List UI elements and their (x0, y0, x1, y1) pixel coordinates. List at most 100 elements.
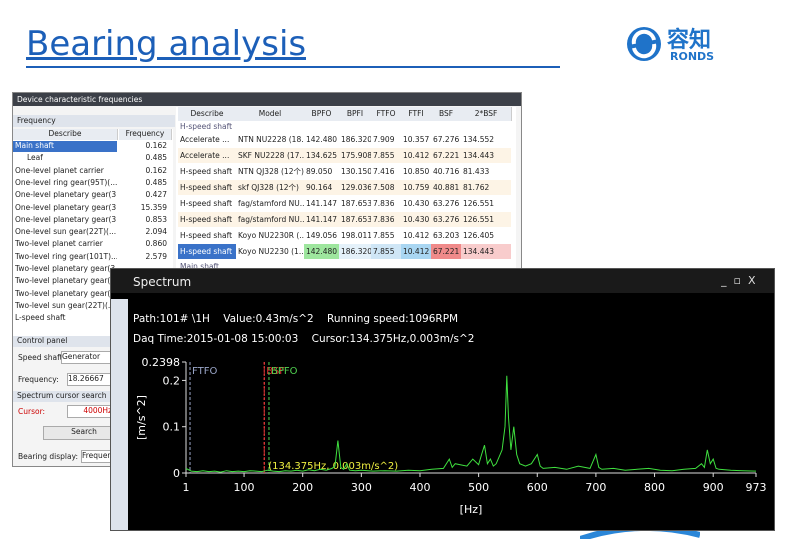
label: Cursor: (18, 407, 46, 416)
info-line: Path:101# \1H Value:0.43m/s^2 Running sp… (133, 313, 459, 325)
row-frequency: 15.359 (140, 202, 167, 212)
table-cell: H-speed shaft (178, 228, 236, 243)
table-cell: 40.716 (431, 164, 461, 179)
x-axis-label: [Hz] (460, 503, 483, 516)
slide-title: Bearing analysis (26, 24, 307, 64)
table-cell: H-speed shaft (178, 212, 236, 227)
table-cell: 141.147 (304, 212, 339, 227)
title-bar (111, 269, 774, 293)
table-cell: 10.412 (401, 148, 431, 163)
table-cell: H-speed shaft (178, 196, 236, 211)
table-cell: 7.855 (371, 244, 401, 259)
table-cell: 134.443 (461, 148, 511, 163)
freq-table[interactable]: Describe Model BPFO BPFI FTFO FTFI BSF 2*BSF H-s… (176, 107, 516, 277)
table-cell: 130.150 (339, 164, 371, 179)
table-cell: Koyo NU2230R (... (236, 228, 304, 243)
panel-title: Frequency (13, 115, 175, 127)
column-header: BPFI (339, 107, 372, 121)
table-cell: 7.855 (371, 148, 401, 163)
row-frequency: 0.853 (145, 214, 167, 224)
column-header: 2*BSF (461, 107, 512, 121)
table-cell: NTN NU2228 (18... (236, 132, 304, 147)
window-title: Spectrum (133, 275, 192, 289)
panel-title: Control panel (13, 336, 175, 347)
table-cell: H-speed shaft (178, 164, 236, 179)
table-cell: 134.552 (461, 132, 511, 147)
table-cell: 126.551 (461, 212, 511, 227)
table-cell: 198.011 (339, 228, 371, 243)
group-header: Main shaft (180, 262, 219, 271)
table-cell: 67.276 (431, 132, 461, 147)
table-cell: 7.909 (371, 132, 401, 147)
x-tick-label: 800 (644, 481, 665, 494)
freq-window: Device characteristic frequencies Freque… (12, 92, 522, 467)
table-cell: 186.320 (339, 132, 371, 147)
input[interactable]: 4000Hz (67, 405, 113, 418)
spectrum-line (185, 375, 757, 473)
x-tick-label: 1 (183, 481, 190, 494)
row-describe: One-level planetary gear(3... (15, 190, 117, 200)
table-cell: 10.430 (401, 196, 431, 211)
row-frequency: 0.860 (145, 239, 167, 249)
row-frequency: 0.427 (145, 190, 167, 200)
x-tick-label: 200 (292, 481, 313, 494)
column-header: FTFO (371, 107, 402, 121)
y-tick-label: 0 (173, 467, 180, 480)
table-cell: 90.164 (304, 180, 339, 195)
row-describe: Two-level planetary gear(3... (15, 264, 117, 273)
table-cell: 141.147 (304, 196, 339, 211)
row-frequency: 0.485 (145, 177, 167, 187)
table-cell: 187.653 (339, 212, 371, 227)
window-title: Device characteristic frequencies (13, 93, 521, 106)
table-cell: H-speed shaft (178, 244, 236, 259)
table-cell: 134.443 (461, 244, 511, 259)
label: Speed shaft: (18, 353, 66, 362)
x-tick-label: 100 (234, 481, 255, 494)
column-header: Frequency (119, 129, 172, 140)
table-cell: 63.203 (431, 228, 461, 243)
info-line: Daq Time:2015-01-08 15:00:03 Cursor:134.… (133, 333, 475, 345)
x-tick-label: 700 (585, 481, 606, 494)
table-cell: 10.430 (401, 212, 431, 227)
table-cell: 89.050 (304, 164, 339, 179)
table-cell: 187.653 (339, 196, 371, 211)
table-cell: 81.433 (461, 164, 511, 179)
column-header: Model (236, 107, 305, 121)
table-cell: SKF NU2228 (17... (236, 148, 304, 163)
table-cell: 63.276 (431, 196, 461, 211)
table-cell: 67.221 (431, 244, 461, 259)
table-cell: 10.412 (401, 228, 431, 243)
table-cell: 129.036 (339, 180, 371, 195)
label: Frequency: (18, 375, 59, 384)
logo-subtext: RONDS (670, 50, 715, 63)
table-cell: 81.762 (461, 180, 511, 195)
row-highlight (13, 141, 117, 152)
table-cell: 7.836 (371, 196, 401, 211)
table-cell: NTN QJ328 (12个) (236, 164, 304, 179)
dropdown[interactable]: Generator (61, 351, 113, 364)
table-cell: 10.357 (401, 132, 431, 147)
table-cell: 10.759 (401, 180, 431, 195)
window-controls[interactable]: _ ▫ X (721, 274, 756, 287)
marker-label: BPFO (271, 366, 298, 377)
spectrum-chart: 1 100 200 300 400 500 600 700 800 900 973 0 0.1 0.2 0.… (135, 356, 767, 516)
cursor-label: (134.375Hz, 0.003m/s^2) (268, 461, 398, 472)
x-tick-label: 300 (351, 481, 372, 494)
table-cell: Accelerate ... (178, 132, 236, 147)
input[interactable]: 18.26667 (67, 373, 113, 386)
table-cell: 7.836 (371, 212, 401, 227)
table-cell: 149.056 (304, 228, 339, 243)
column-header: FTFI (401, 107, 432, 121)
table-cell: 126.551 (461, 196, 511, 211)
row-describe: Main shaft (15, 141, 54, 150)
table-cell: 10.850 (401, 164, 431, 179)
row-describe: One-level planetary gear(3... (15, 214, 117, 224)
row-describe: One-level sun gear(22T)(... (15, 227, 117, 237)
column-header: BPFO (304, 107, 340, 121)
table-cell: 142.480 (304, 244, 339, 259)
marker-label: BSF (266, 366, 285, 377)
row-describe: Leaf (27, 153, 43, 163)
logo-text: 容知 (667, 28, 712, 53)
column-header: BSF (431, 107, 462, 121)
